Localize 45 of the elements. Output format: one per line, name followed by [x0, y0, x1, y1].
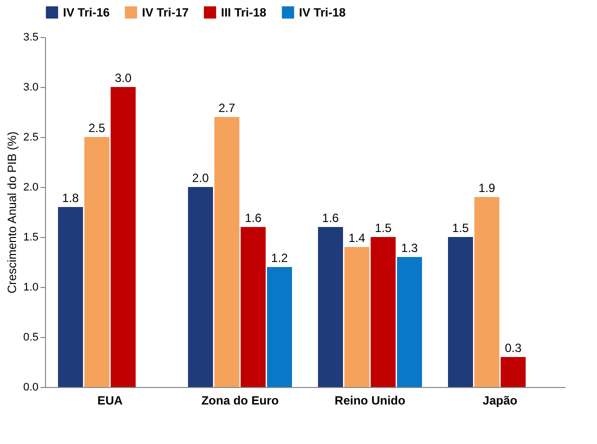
data-label: 1.9 — [478, 181, 496, 195]
bar — [370, 237, 396, 387]
bar — [448, 237, 474, 387]
y-tick-label: 0.0 — [23, 382, 38, 394]
legend-label: IV Tri-16 — [63, 5, 110, 20]
x-tick-label: Reino Unido — [334, 394, 406, 408]
x-tick-label: Zona do Euro — [201, 394, 279, 408]
data-label: 1.4 — [348, 231, 366, 245]
bar — [474, 197, 500, 387]
bar — [344, 247, 370, 387]
bar — [396, 257, 422, 387]
data-label: 3.0 — [114, 71, 132, 85]
legend-label: IV Tri-17 — [142, 5, 190, 20]
bar — [188, 187, 214, 387]
bar — [214, 117, 240, 387]
data-label: 1.3 — [401, 241, 418, 255]
bar — [240, 227, 266, 387]
data-label: 1.2 — [271, 251, 288, 265]
bar — [84, 137, 110, 387]
data-label: 0.3 — [504, 341, 522, 355]
legend-label: III Tri-18 — [221, 5, 267, 20]
x-tick-label: EUA — [97, 394, 123, 408]
y-tick-label: 3.5 — [23, 32, 38, 44]
data-label: 1.5 — [452, 221, 470, 235]
bar — [500, 357, 526, 387]
y-tick-label: 2.5 — [23, 132, 38, 144]
x-tick-label: Japão — [482, 394, 518, 408]
data-label: 1.6 — [244, 211, 262, 225]
y-tick-label: 2.0 — [23, 182, 38, 194]
y-tick-label: 1.5 — [23, 232, 38, 244]
data-label: 2.5 — [88, 121, 106, 135]
bar — [318, 227, 344, 387]
y-tick-label: 1.0 — [23, 282, 38, 294]
y-axis-title: Crescimento Anual do PIB (%) — [5, 131, 20, 294]
data-label: 2.7 — [218, 101, 236, 115]
bar — [110, 87, 136, 387]
data-label: 1.6 — [322, 211, 340, 225]
data-label: 2.0 — [192, 171, 210, 185]
data-label: 1.5 — [374, 221, 392, 235]
y-tick-label: 3.0 — [23, 82, 38, 94]
y-tick-label: 0.5 — [23, 332, 38, 344]
bar — [58, 207, 84, 387]
bar — [266, 267, 292, 387]
legend-label: IV Tri-18 — [299, 5, 346, 20]
data-label: 1.8 — [62, 191, 80, 205]
